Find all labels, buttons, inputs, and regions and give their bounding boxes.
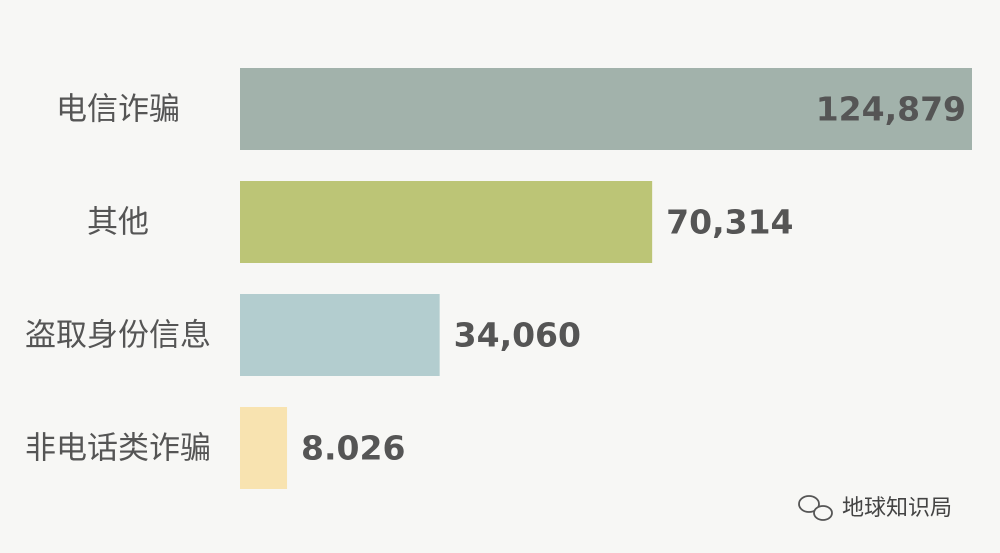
value-label: 124,879: [816, 90, 966, 129]
category-label: 盗取身份信息: [25, 318, 211, 354]
category-label: 其他: [87, 205, 149, 241]
bar: [240, 68, 972, 150]
bar: [240, 294, 440, 376]
category-label: 非电话类诈骗: [25, 431, 211, 467]
value-label: 70,314: [666, 203, 793, 242]
watermark: 地球知识局: [842, 496, 952, 521]
value-label: 8.026: [301, 429, 405, 468]
category-label: 电信诈骗: [56, 92, 180, 128]
bar: [240, 407, 288, 489]
watermark-icon: [798, 495, 833, 521]
value-label: 34,060: [454, 316, 581, 355]
bar: [240, 181, 653, 263]
